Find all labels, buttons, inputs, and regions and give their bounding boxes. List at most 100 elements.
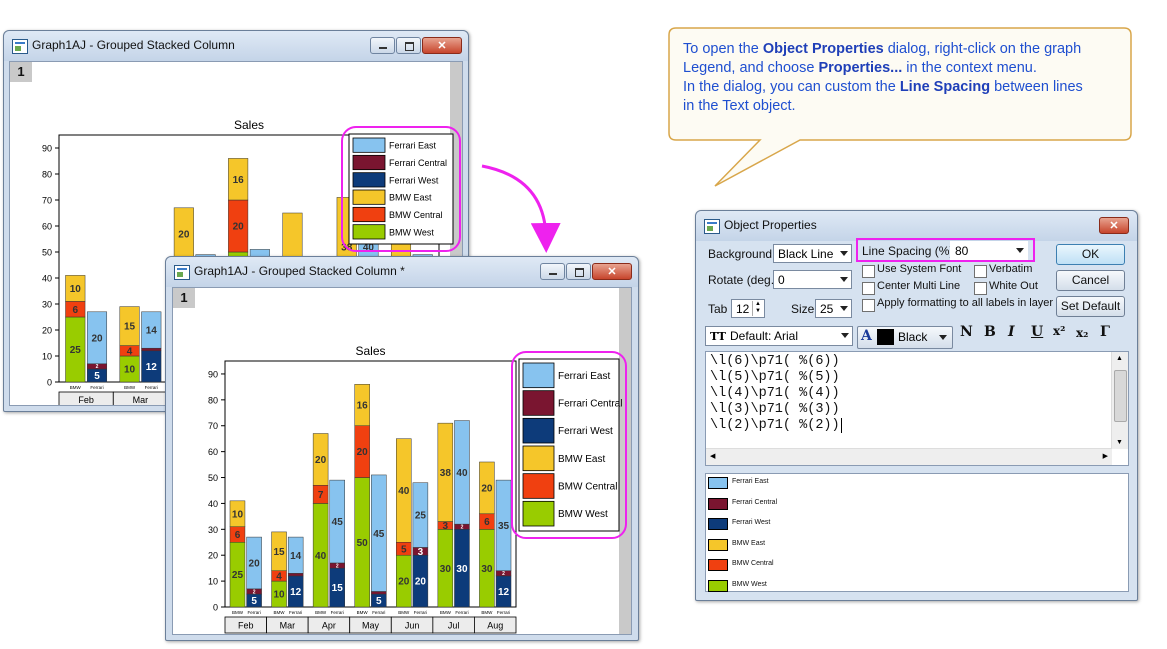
data-label: 20: [357, 447, 369, 458]
scroll-right-icon[interactable]: ▶: [1102, 453, 1108, 460]
y-tick-label: 50: [42, 248, 52, 258]
vertical-scrollbar[interactable]: ▲ ▼: [1111, 352, 1128, 449]
verbatim-checkbox[interactable]: [974, 265, 987, 278]
tab-spinner[interactable]: 12 ▲ ▼: [731, 299, 765, 318]
group-label: Ferrari: [247, 610, 260, 615]
data-label: 40: [363, 242, 375, 253]
legend-swatch: [352, 224, 386, 240]
background-select[interactable]: Black Line: [773, 244, 852, 263]
bar-segment: [287, 536, 304, 574]
size-value: 25: [820, 302, 834, 316]
background-value: Black Line: [778, 247, 834, 261]
plot-frame: [224, 360, 517, 608]
x-tick-label: May: [362, 621, 380, 631]
close-button-back[interactable]: [422, 37, 462, 54]
rotate-select[interactable]: 0: [773, 270, 852, 289]
group-label: BMW: [398, 610, 410, 615]
maximize-button-back[interactable]: [396, 37, 421, 54]
data-label: 16: [357, 401, 369, 412]
legend-label: Ferrari Central: [558, 399, 622, 410]
y-tick-label: 80: [42, 170, 52, 180]
superscript-format-button[interactable]: x²: [1053, 324, 1066, 338]
legend-swatch: [522, 362, 555, 389]
category-cell: [474, 616, 517, 634]
group-label: BMW: [357, 610, 369, 615]
x-tick-label: Apr: [322, 621, 336, 631]
line-spacing-select[interactable]: 80: [950, 241, 1028, 260]
maximize-button-front[interactable]: [566, 263, 591, 280]
italic-format-button[interactable]: I: [1008, 324, 1015, 340]
cancel-button[interactable]: Cancel: [1056, 270, 1125, 291]
set-default-button[interactable]: Set Default: [1056, 296, 1125, 317]
dialog-titlebar[interactable]: Object Properties: [696, 211, 1137, 241]
x-tick-label: Feb: [78, 395, 94, 405]
normal-format-button[interactable]: N: [960, 324, 973, 340]
bar-segment: [287, 573, 304, 577]
bar-segment: [312, 433, 329, 486]
center-multi-line-checkbox[interactable]: [862, 282, 875, 295]
data-label: 20: [315, 455, 327, 466]
ok-button[interactable]: OK: [1056, 244, 1125, 265]
preview-swatch: [708, 497, 728, 510]
x-tick-label: Mar: [280, 621, 296, 631]
underline-format-button[interactable]: U: [1031, 324, 1044, 340]
legend-swatch: [522, 445, 555, 472]
bar-segment: [271, 531, 287, 571]
dialog-close-button[interactable]: [1099, 217, 1129, 234]
titlebar-back[interactable]: Graph1AJ - Grouped Stacked Column: [4, 31, 468, 61]
legend-swatch: [522, 473, 555, 499]
page-tab-1[interactable]: 1: [173, 288, 195, 308]
data-label: 20: [481, 483, 493, 494]
chart-title: Sales: [234, 118, 264, 132]
object-properties-dialog[interactable]: Object Properties Background Black Line …: [695, 210, 1138, 601]
text-editor[interactable]: \l(6)\p71( %(6)) \l(5)\p71( %(5)) \l(4)\p7…: [705, 351, 1129, 466]
spin-arrows-icon[interactable]: ▲ ▼: [752, 301, 763, 316]
window-title-front: Graph1AJ - Grouped Stacked Column *: [194, 264, 405, 278]
scroll-left-icon[interactable]: ◀: [710, 453, 716, 460]
page-tab-1[interactable]: 1: [10, 62, 32, 82]
preview-label: BMW East: [732, 539, 766, 547]
bold-format-button[interactable]: B: [984, 324, 996, 340]
bar-segment: [86, 311, 108, 365]
greek-format-button[interactable]: Γ: [1100, 324, 1110, 340]
data-label: 3: [443, 521, 449, 532]
white-out-checkbox[interactable]: [974, 282, 987, 295]
data-label: 25: [232, 570, 244, 581]
legend-swatch: [522, 417, 555, 444]
close-button-front[interactable]: [592, 263, 632, 280]
legend-label: BMW East: [558, 454, 605, 465]
data-label: 16: [233, 175, 245, 186]
graph-window-front[interactable]: Graph1AJ - Grouped Stacked Column * 1 Sa…: [165, 256, 639, 641]
scroll-thumb[interactable]: [1114, 370, 1127, 422]
legend-swatch: [522, 390, 555, 416]
data-label: 2: [502, 571, 505, 577]
group-label: Ferrari: [331, 610, 344, 615]
group-label: Ferrari: [455, 610, 468, 615]
white-out-label: White Out: [989, 280, 1038, 292]
minimize-button-front[interactable]: [540, 263, 565, 280]
horizontal-scrollbar[interactable]: ◀ ▶: [706, 448, 1112, 465]
font-color-button[interactable]: A Black: [857, 326, 953, 349]
scroll-up-icon[interactable]: ▲: [1116, 355, 1123, 362]
rotate-value: 0: [778, 273, 785, 287]
chart-front[interactable]: Sales010203040506070809025610BMW5220Ferr…: [173, 288, 631, 634]
preview-swatch: [708, 477, 728, 489]
code-line: \l(4)\p71( %(4)): [710, 386, 840, 401]
minimize-button-back[interactable]: [370, 37, 395, 54]
group-label: Ferrari: [145, 385, 158, 390]
legend-label: BMW West: [389, 227, 434, 237]
y-tick-label: 90: [42, 144, 52, 154]
use-system-font-checkbox[interactable]: [862, 265, 875, 278]
size-select[interactable]: 25: [815, 299, 852, 318]
data-label: 15: [332, 583, 344, 594]
data-label: 20: [178, 229, 190, 240]
apply-formatting-checkbox[interactable]: [862, 299, 875, 312]
dialog-icon: [704, 219, 720, 234]
scroll-down-icon[interactable]: ▼: [1116, 439, 1123, 446]
subscript-format-button[interactable]: x₂: [1076, 326, 1089, 340]
legend-label: BMW Central: [389, 210, 443, 220]
titlebar-front[interactable]: Graph1AJ - Grouped Stacked Column *: [166, 257, 638, 287]
legend-highlight: [511, 351, 627, 539]
graph-page-front[interactable]: 1 Sales 0 10 20 30 40 50 60 70 80 90 25 6 10 BMW 5 2 20 Fe…: [172, 287, 632, 635]
font-select[interactable]: TT Default: Arial: [705, 326, 853, 346]
